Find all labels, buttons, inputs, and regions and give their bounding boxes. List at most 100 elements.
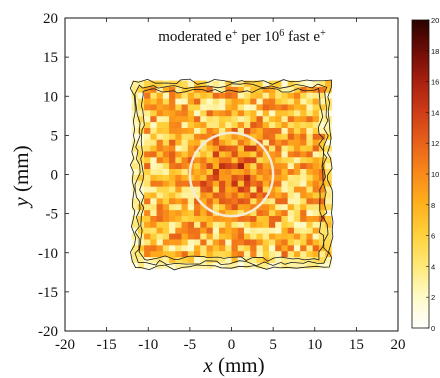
heat-cell — [237, 127, 245, 134]
heat-cell — [287, 156, 295, 164]
heat-cell — [175, 80, 182, 87]
heat-cell — [187, 145, 195, 152]
heat-cell — [256, 168, 264, 175]
heat-cell — [175, 262, 182, 269]
heat-cell — [237, 133, 245, 140]
heat-cell — [225, 104, 232, 111]
heat-cell — [300, 203, 307, 211]
heat-cell — [175, 86, 182, 93]
heat-cell — [156, 250, 164, 258]
heat-cell — [212, 115, 220, 123]
heat-cell — [219, 145, 226, 152]
heat-cell — [293, 180, 301, 187]
heat-cell — [293, 192, 301, 199]
heat-cell — [281, 203, 289, 211]
heat-cell — [325, 121, 332, 128]
heat-cell — [268, 92, 276, 99]
heat-cell — [194, 221, 201, 228]
heat-cell — [231, 145, 239, 152]
heat-cell — [293, 86, 301, 93]
heat-cell — [219, 215, 226, 222]
heat-cell — [187, 250, 195, 258]
heat-cell — [268, 115, 276, 123]
heat-cell — [312, 139, 320, 146]
heat-cell — [312, 250, 320, 258]
heat-cell — [300, 215, 307, 222]
heat-cell — [156, 109, 164, 117]
heat-cell — [300, 151, 307, 158]
heat-cell — [287, 197, 295, 205]
heat-cell — [231, 127, 239, 134]
heat-cell — [231, 104, 239, 111]
heat-cell — [318, 186, 326, 193]
heat-cell — [181, 162, 189, 170]
heat-cell — [219, 192, 226, 199]
heat-cell — [169, 244, 176, 252]
heat-cell — [268, 239, 276, 246]
heat-cell — [306, 109, 314, 117]
heat-cell — [262, 180, 270, 187]
heat-cell — [250, 233, 257, 240]
heat-cell — [169, 256, 176, 263]
heat-cell — [169, 227, 176, 234]
heat-cell — [137, 127, 145, 134]
colorbar-tick-label: 8 — [431, 201, 435, 210]
heat-cell — [287, 168, 295, 175]
heat-cell — [200, 133, 207, 140]
heat-cell — [300, 239, 307, 246]
heat-cell — [187, 92, 195, 99]
x-tick-label: 20 — [391, 337, 406, 353]
heat-cell — [156, 121, 164, 128]
heat-cell — [212, 174, 220, 181]
heat-cell — [181, 121, 189, 128]
heat-cell — [212, 156, 220, 164]
heat-cell — [137, 239, 145, 246]
heat-cell — [219, 162, 226, 170]
heat-cell — [206, 244, 214, 252]
heat-cell — [293, 250, 301, 258]
heat-cell — [175, 109, 182, 117]
heat-cell — [281, 156, 289, 164]
heat-cell — [144, 133, 151, 140]
heat-cell — [156, 239, 164, 246]
heat-cell — [268, 203, 276, 211]
heat-cell — [312, 197, 320, 205]
heat-cell — [300, 180, 307, 187]
heat-cell — [275, 262, 282, 269]
heat-cell — [212, 203, 220, 211]
heat-cell — [306, 215, 314, 222]
heat-cell — [212, 127, 220, 134]
heat-cell — [219, 209, 226, 216]
heat-cell — [169, 121, 176, 128]
heat-cell — [306, 239, 314, 246]
heat-cell — [231, 162, 239, 170]
heat-cell — [325, 244, 332, 252]
heat-cell — [175, 244, 182, 252]
heat-cell — [181, 115, 189, 123]
heat-cell — [250, 174, 257, 181]
heat-cell — [225, 133, 232, 140]
heat-cell — [219, 256, 226, 263]
heat-cell — [250, 86, 257, 93]
heat-cell — [131, 215, 139, 222]
heat-cell — [312, 186, 320, 193]
heat-cell — [256, 109, 264, 117]
heat-cell — [287, 221, 295, 228]
heat-cell — [187, 104, 195, 111]
heat-cell — [169, 145, 176, 152]
heat-cell — [281, 215, 289, 222]
heat-cell — [150, 121, 157, 128]
heat-cell — [250, 239, 257, 246]
heat-cell — [287, 86, 295, 93]
heat-cell — [150, 139, 157, 146]
heat-cell — [219, 109, 226, 117]
x-tick-label: -15 — [97, 337, 117, 353]
heat-cell — [318, 192, 326, 199]
heat-cell — [287, 227, 295, 234]
heat-cell — [194, 80, 201, 87]
heat-cell — [194, 215, 201, 222]
heat-cell — [169, 162, 176, 170]
heat-cell — [300, 139, 307, 146]
heat-cell — [212, 121, 220, 128]
heat-cell — [137, 186, 145, 193]
